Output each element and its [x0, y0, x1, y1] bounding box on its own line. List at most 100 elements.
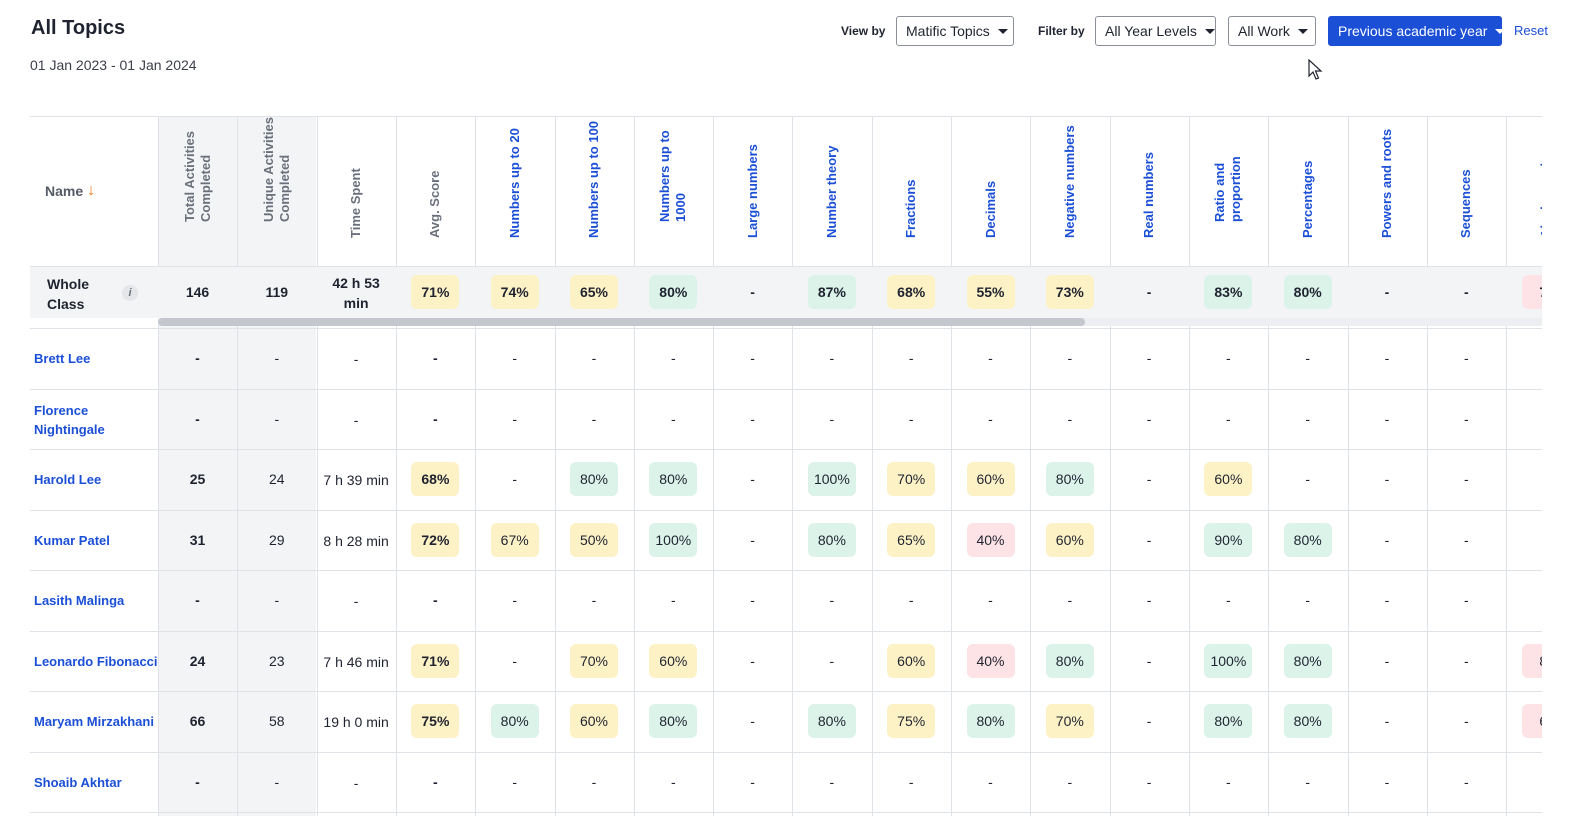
cell-value: -: [591, 411, 597, 427]
topic-column-header[interactable]: Powers and roots: [1348, 116, 1427, 266]
student-name-link[interactable]: Leonardo Fibonacci: [34, 631, 158, 692]
table-cell: 60%: [951, 449, 1030, 510]
cell-value: -: [1463, 774, 1469, 790]
cell-value: -: [908, 350, 914, 366]
topic-column-header[interactable]: Percentages: [1268, 116, 1347, 266]
cell-value: -: [1384, 471, 1390, 487]
topic-column-header[interactable]: Numbers up to 100: [555, 116, 634, 266]
topic-column-header[interactable]: Large numbers: [713, 116, 792, 266]
column-divider: [792, 116, 794, 816]
table-cell: 80%: [792, 691, 871, 752]
table-cell: 66: [158, 691, 237, 752]
table-cell: -: [713, 328, 792, 389]
table-cell: 31: [158, 510, 237, 571]
cell-value: -: [1305, 350, 1311, 366]
table-cell: 60%: [634, 631, 713, 692]
student-name-link[interactable]: Kumar Patel: [34, 510, 158, 571]
cell-value: -: [908, 592, 914, 608]
column-divider: [158, 116, 159, 816]
score-badge: 80%: [966, 704, 1015, 738]
table-cell: -: [1348, 631, 1427, 692]
cell-value: -: [1463, 471, 1469, 487]
table-cell: -: [475, 631, 554, 692]
info-icon[interactable]: i: [122, 285, 138, 301]
table-cell: 90%: [1189, 510, 1268, 571]
table-cell: -: [951, 752, 1030, 813]
cell-value: -: [1463, 713, 1469, 729]
cell-value: -: [750, 713, 755, 729]
score-badge: 80%: [1045, 644, 1094, 678]
table-cell: -: [237, 328, 316, 389]
table-cell: 80%: [1268, 266, 1347, 318]
student-name-link[interactable]: Florence Nightingale: [34, 389, 158, 450]
score-badge: 60%: [966, 462, 1015, 496]
cell-value: 23: [269, 653, 285, 669]
name-header-label: Name: [45, 183, 84, 199]
table-cell: -: [1110, 449, 1189, 510]
topic-column-header[interactable]: Decimals: [951, 116, 1030, 266]
student-name-link[interactable]: Maryam Mirzakhani: [34, 691, 158, 752]
score-badge: 80%: [649, 462, 698, 496]
topic-column-header[interactable]: Fractions: [872, 116, 951, 266]
reset-link[interactable]: Reset: [1514, 23, 1548, 38]
cell-value: -: [1384, 592, 1390, 608]
topic-column-header[interactable]: Numbers up to 1000: [634, 116, 713, 266]
cell-value: -: [195, 592, 200, 608]
table-cell: 74%: [475, 266, 554, 318]
cell-value: -: [1384, 532, 1390, 548]
topic-column-header[interactable]: Ratio and proportion: [1189, 116, 1268, 266]
cell-value: -: [433, 350, 438, 366]
table-cell: 68%: [872, 266, 951, 318]
table-cell: -: [792, 389, 871, 450]
cell-value: -: [195, 350, 200, 366]
cell-value: -: [274, 411, 280, 427]
table-cell: 6(: [1506, 691, 1542, 752]
table-cell: -: [1110, 266, 1189, 318]
year-level-dropdown[interactable]: All Year Levels: [1095, 16, 1216, 46]
table-cell: -: [396, 752, 475, 813]
table-cell: 8(: [1506, 631, 1542, 692]
row-divider: [30, 691, 1542, 692]
topic-column-header[interactable]: Sequences: [1427, 116, 1506, 266]
table-cell: 73%: [1030, 266, 1109, 318]
caret-down-icon: [997, 28, 1008, 34]
student-name-link[interactable]: Shoaib Akhtar: [34, 752, 158, 813]
student-name-link[interactable]: Lasith Malinga: [34, 570, 158, 631]
row-divider: [30, 812, 1542, 813]
topic-column-header[interactable]: Number theory: [792, 116, 871, 266]
score-badge: 50%: [570, 523, 618, 557]
topic-column-header[interactable]: Negative numbers: [1030, 116, 1109, 266]
score-badge: 60%: [887, 644, 936, 678]
name-column-header[interactable]: Name ↓: [45, 182, 95, 200]
table-cell: 87%: [792, 266, 871, 318]
score-badge: 80%: [1283, 275, 1332, 309]
table-cell: 80%: [1030, 631, 1109, 692]
column-header-label: Algebra and: [1537, 162, 1542, 238]
table-cell: 80%: [1268, 631, 1347, 692]
column-divider: [316, 116, 318, 816]
caret-down-icon: [1204, 28, 1215, 34]
cell-value: 19 h 0 min: [323, 714, 389, 731]
table-cell: -: [1189, 328, 1268, 389]
table-cell: -: [1110, 691, 1189, 752]
work-filter-dropdown[interactable]: All Work: [1228, 16, 1316, 46]
table-cell: [1506, 752, 1542, 813]
student-name-link[interactable]: Brett Lee: [34, 328, 158, 389]
table-cell: -: [1427, 266, 1506, 318]
cell-value: -: [353, 351, 359, 368]
score-badge: 65%: [887, 523, 936, 557]
horizontal-scrollbar-thumb[interactable]: [158, 318, 1085, 326]
table-cell: -: [1427, 631, 1506, 692]
student-name-link[interactable]: Harold Lee: [34, 449, 158, 510]
cell-value: -: [512, 592, 518, 608]
topic-column-header[interactable]: Real numbers: [1110, 116, 1189, 266]
period-value: Previous academic year: [1338, 23, 1488, 39]
topic-column-header[interactable]: Algebra and: [1506, 116, 1542, 266]
cell-value: -: [433, 411, 438, 427]
topic-column-header[interactable]: Numbers up to 20: [475, 116, 554, 266]
cell-value: -: [274, 592, 280, 608]
view-by-dropdown[interactable]: Matific Topics: [896, 16, 1014, 46]
row-divider: [30, 389, 1542, 390]
table-cell: -: [1110, 328, 1189, 389]
period-dropdown[interactable]: Previous academic year: [1328, 16, 1506, 46]
